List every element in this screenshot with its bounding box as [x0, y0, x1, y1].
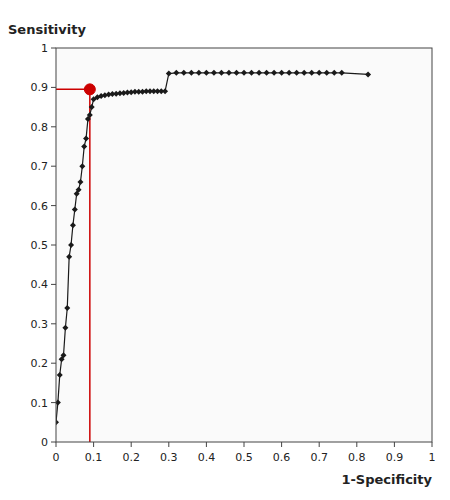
- curve-marker: [166, 71, 172, 77]
- y-tick-label: 0.1: [31, 397, 49, 410]
- curve-marker: [264, 70, 270, 76]
- curve-marker: [309, 70, 315, 76]
- curve-marker: [72, 207, 78, 213]
- chart: 0 0.1 0.2 0.3 0.4 0.5 0.6 0.7 0.8 0.9 1 0 0.1 0.2 0.3 0…: [0, 0, 450, 500]
- x-tick: [168, 442, 169, 447]
- y-tick: [51, 363, 56, 364]
- curve-marker: [256, 70, 262, 76]
- y-axis-label: Sensitivity: [8, 22, 86, 37]
- curve-marker: [81, 144, 87, 150]
- curve-marker: [76, 187, 82, 193]
- x-tick: [281, 442, 282, 447]
- curve-marker: [271, 70, 277, 76]
- y-tick-label: 0.2: [31, 357, 49, 370]
- x-tick: [394, 442, 395, 447]
- curve-marker: [66, 254, 72, 260]
- curve-marker: [218, 70, 224, 76]
- y-tick-label: 0.8: [31, 121, 49, 134]
- curve-marker: [233, 70, 239, 76]
- y-tick-label: 0.4: [31, 278, 49, 291]
- cutoff-vline: [89, 89, 91, 442]
- y-tick-label: 0.5: [31, 239, 49, 252]
- curve-marker: [68, 242, 74, 248]
- x-tick-label: 0.2: [122, 451, 140, 464]
- y-tick-label: 0.7: [31, 160, 49, 173]
- curve-marker: [365, 71, 371, 77]
- curve-marker: [70, 222, 76, 228]
- x-tick: [356, 442, 357, 447]
- curve-marker: [61, 352, 67, 358]
- x-tick: [432, 442, 433, 447]
- curve-marker: [79, 163, 85, 169]
- y-tick-label: 0.6: [31, 200, 49, 213]
- curve-marker: [203, 70, 209, 76]
- y-tick-label: 0.9: [31, 81, 49, 94]
- x-tick-label: 0.4: [198, 451, 216, 464]
- curve-marker: [301, 70, 307, 76]
- cutoff-point: [84, 84, 95, 95]
- curve-marker: [196, 70, 202, 76]
- curve-marker: [77, 179, 83, 185]
- y-tick: [51, 126, 56, 127]
- curve-marker: [339, 70, 345, 76]
- curve-marker: [188, 70, 194, 76]
- curve-marker: [89, 104, 95, 110]
- y-tick: [51, 87, 56, 88]
- y-tick: [51, 402, 56, 403]
- plot-background: [56, 48, 432, 442]
- curve-marker: [87, 112, 93, 118]
- curve-marker: [173, 70, 179, 76]
- x-tick: [244, 442, 245, 447]
- plot-frame: [56, 48, 432, 442]
- x-tick: [131, 442, 132, 447]
- roc-curve: [56, 73, 368, 422]
- curve-marker: [64, 305, 70, 311]
- curve-marker: [226, 70, 232, 76]
- x-tick: [319, 442, 320, 447]
- x-tick-label: 0: [53, 451, 60, 464]
- curve-marker: [331, 70, 337, 76]
- y-tick: [51, 284, 56, 285]
- y-tick-label: 0.3: [31, 318, 49, 331]
- plot-area: [56, 70, 371, 442]
- curve-marker: [279, 70, 285, 76]
- y-tick: [51, 166, 56, 167]
- y-tick: [51, 205, 56, 206]
- curve-marker: [241, 70, 247, 76]
- curve-marker: [324, 70, 330, 76]
- x-tick-label: 1: [429, 451, 436, 464]
- x-tick: [93, 442, 94, 447]
- x-tick-label: 0.7: [310, 451, 328, 464]
- curve-marker: [294, 70, 300, 76]
- x-tick-label: 0.5: [235, 451, 253, 464]
- x-tick: [56, 442, 57, 447]
- y-tick-label: 1: [41, 42, 48, 55]
- curve-marker: [62, 325, 68, 331]
- x-tick-label: 0.1: [85, 451, 103, 464]
- curve-marker: [249, 70, 255, 76]
- y-tick: [51, 245, 56, 246]
- curve-marker: [316, 70, 322, 76]
- x-tick-label: 0.6: [273, 451, 291, 464]
- y-tick: [51, 48, 56, 49]
- x-tick-label: 0.9: [386, 451, 404, 464]
- y-tick: [51, 442, 56, 443]
- curve-marker: [83, 136, 89, 142]
- curve-marker: [211, 70, 217, 76]
- curve-marker: [162, 88, 168, 94]
- x-tick-label: 0.3: [160, 451, 178, 464]
- curve-marker: [286, 70, 292, 76]
- y-tick: [51, 323, 56, 324]
- y-tick-label: 0: [41, 436, 48, 449]
- curve-marker: [56, 400, 61, 406]
- x-axis-label: 1-Specificity: [341, 472, 432, 487]
- curve-marker: [57, 372, 63, 378]
- x-tick: [206, 442, 207, 447]
- curve-marker: [181, 70, 187, 76]
- x-tick-label: 0.8: [348, 451, 366, 464]
